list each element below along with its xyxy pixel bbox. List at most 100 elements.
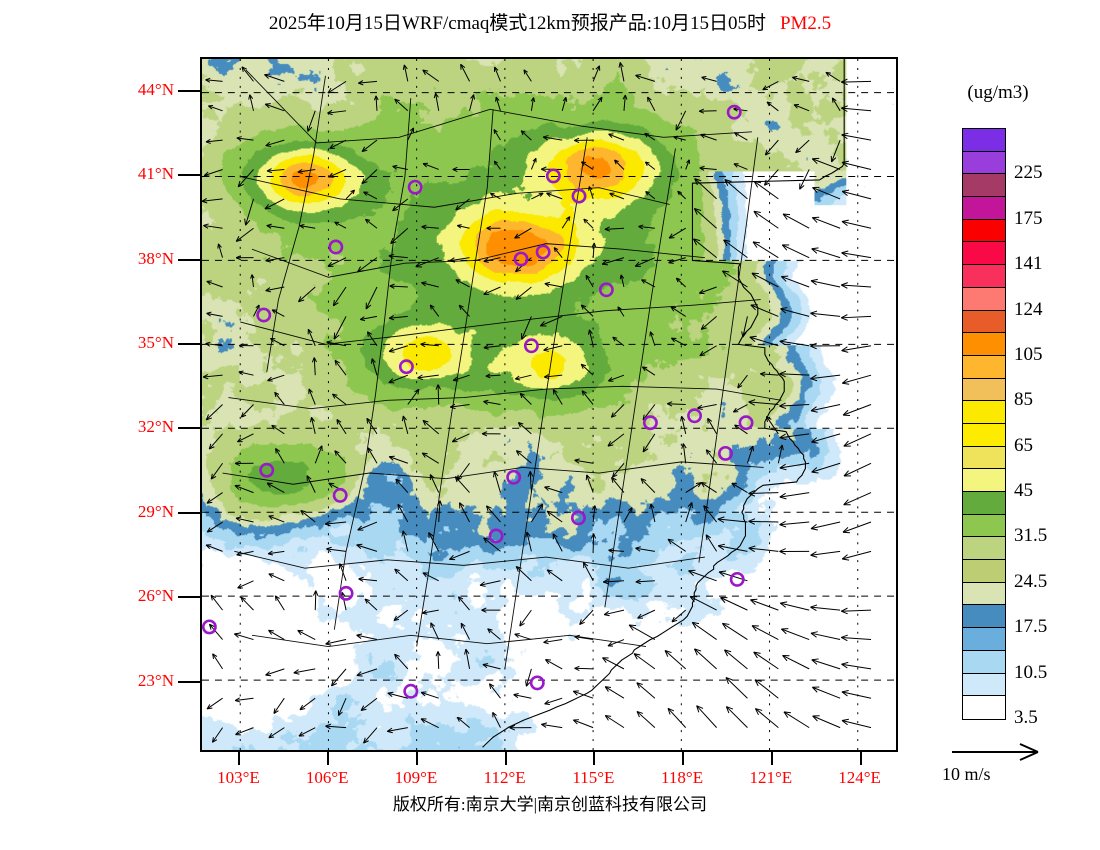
wind-vector [779,340,810,347]
wind-arrowhead [234,484,241,490]
map-plot-area[interactable] [200,57,898,752]
wind-vector [762,80,779,91]
wind-vector [367,331,378,347]
wind-vector [393,609,409,621]
colorbar-label: 24.5 [1014,570,1048,592]
wind-vector [841,252,872,259]
wind-arrowhead [367,447,373,453]
wind-arrowhead [680,415,686,422]
lon-tickmark [682,752,685,765]
wind-arrowhead [581,390,587,396]
wind-vector [634,257,656,267]
wind-arrowhead [459,502,465,509]
wind-vector [697,404,717,409]
wind-vector [667,708,687,728]
wind-vector [403,64,409,82]
wind-vector [689,595,717,611]
wind-arrowhead [273,708,279,714]
wind-arrowhead [203,171,210,177]
wind-arrowhead [485,373,491,379]
wind-vector [636,682,656,699]
colorbar-segment [963,469,1005,492]
wind-arrowhead [664,650,672,657]
station-marker [687,408,703,424]
wind-vector [325,521,347,525]
wind-arrowhead [541,722,548,728]
wind-arrowhead [840,314,848,321]
wind-arrowhead [763,179,770,186]
wind-vector [638,225,655,229]
wind-arrowhead [670,337,677,343]
wind-arrowhead [265,671,272,677]
wind-vector [766,101,779,112]
wind-vector [707,418,718,435]
wind-vector [601,257,625,265]
wind-arrowhead [762,85,768,91]
wind-vector [357,521,378,531]
wind-arrowhead [637,613,643,619]
wind-arrowhead [206,527,213,533]
wind-arrowhead [455,205,461,211]
wind-vector [363,727,378,744]
wind-arrow-icon [952,743,1039,761]
wind-arrowhead [241,66,247,73]
wind-arrowhead [326,340,333,346]
wind-vector [573,719,594,729]
wind-vector [459,502,470,523]
wind-vector [438,500,441,523]
wind-vector [490,192,501,200]
wind-vector [390,227,409,244]
wind-arrowhead [458,304,464,310]
wind-vector [420,691,439,699]
wind-arrowhead [485,505,492,512]
wind-arrowhead [420,341,426,348]
province-boundary [251,634,647,647]
wind-vector [300,510,316,523]
coastline [482,59,845,748]
wind-vector [583,562,594,582]
wind-arrowhead [590,533,597,539]
wind-vector [700,316,717,330]
wind-vector [325,725,347,729]
wind-vector [755,708,779,729]
wind-vector [203,374,223,378]
wind-arrowhead [395,478,401,485]
wind-arrowhead [388,455,395,461]
wind-arrowhead [750,304,758,311]
lat-label: 38°N [137,248,174,268]
wind-arrowhead [386,727,393,734]
wind-vector [641,279,656,288]
wind-arrowhead [532,157,537,163]
colorbar-segment [963,265,1005,288]
wind-arrowhead [392,205,398,212]
wind-vector [700,134,717,141]
wind-vector [750,599,779,611]
wind-arrowhead [724,179,732,186]
wind-arrowhead [705,449,711,455]
wind-vector [545,659,563,670]
wind-vector [640,478,656,493]
wind-vector [449,257,470,262]
wind-vector [670,306,686,317]
lon-label: 121°E [749,768,793,787]
wind-arrowhead [825,71,831,77]
wind-arrowhead [235,255,241,261]
wind-vector [217,243,224,258]
wind-vector [336,419,347,435]
wind-arrowhead [579,619,585,625]
wind-arrowhead [733,163,739,168]
colorbar-segment [963,582,1005,606]
wind-vector [422,609,439,614]
wind-arrowhead [244,218,251,226]
wind-vector [275,448,285,464]
colorbar-segment [963,492,1005,515]
wind-vector [635,74,656,82]
wind-arrowhead [638,224,644,230]
wind-vector [299,225,316,229]
wind-arrowhead [782,213,791,220]
wind-arrowhead [495,96,500,102]
lon-tickmark [859,752,862,765]
wind-vector [437,384,440,405]
wind-arrowhead [456,716,463,722]
wind-arrowhead [612,472,618,478]
